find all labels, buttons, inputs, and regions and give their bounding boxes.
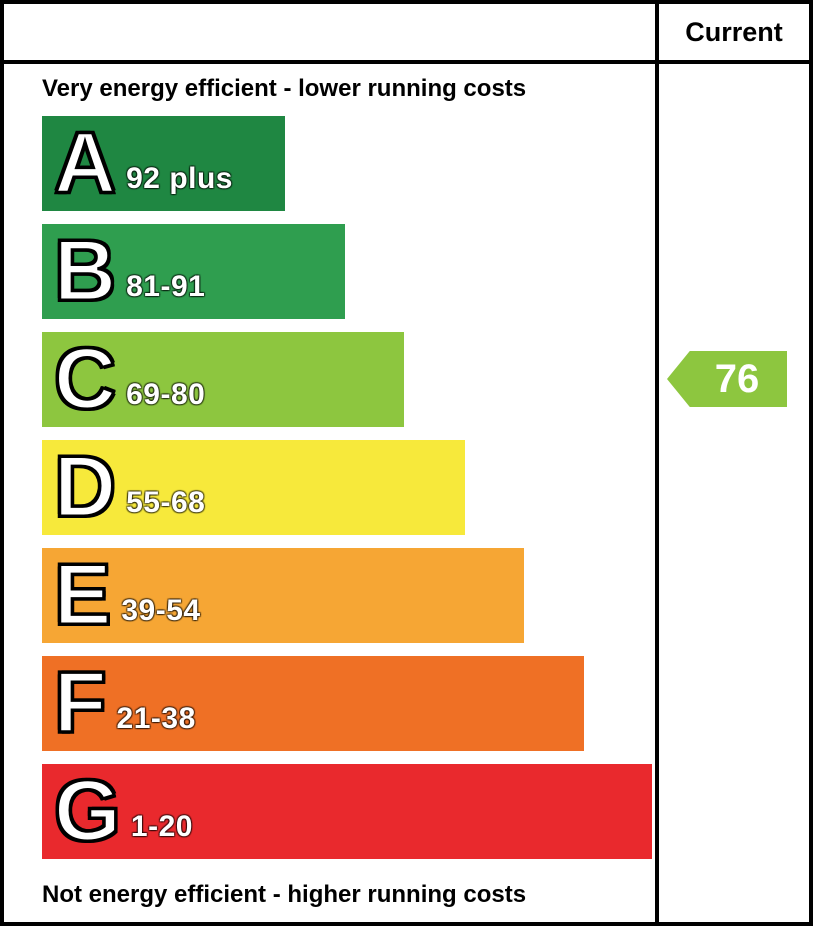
rating-scale-area: Very energy efficient - lower running co…: [4, 64, 659, 922]
band-d: D 55-68: [42, 440, 465, 535]
current-column-header: Current: [659, 4, 809, 64]
band-c: C 69-80: [42, 332, 404, 427]
current-rating-value: 76: [714, 357, 760, 401]
band-range: 1-20: [130, 809, 193, 843]
current-rating-arrow: 76: [667, 351, 787, 407]
band-letter: E: [52, 546, 112, 643]
band-range: 39-54: [121, 593, 201, 627]
band-list: A 92 plus B 81-91 C 69-80 D 55-68 E 39-54 F 21-38 G 1…: [42, 116, 655, 859]
band-letter: A: [52, 114, 117, 211]
current-rating-column: 76: [659, 64, 809, 922]
band-letter: D: [52, 438, 117, 535]
band-letter: F: [53, 654, 109, 751]
bottom-efficiency-label: Not energy efficient - higher running co…: [42, 881, 527, 908]
band-letter: B: [52, 222, 117, 319]
band-g: G 1-20: [42, 764, 652, 859]
band-range: 81-91: [126, 269, 206, 303]
top-efficiency-label: Very energy efficient - lower running co…: [42, 75, 527, 102]
band-range: 21-38: [116, 701, 196, 735]
band-b: B 81-91: [42, 224, 345, 319]
band-e: E 39-54: [42, 548, 524, 643]
band-letter: G: [53, 762, 123, 859]
band-range: 69-80: [126, 377, 206, 411]
header-spacer-cell: [4, 4, 659, 64]
band-a: A 92 plus: [42, 116, 285, 211]
band-range: 55-68: [126, 485, 206, 519]
band-letter: C: [52, 330, 117, 427]
band-range: 92 plus: [126, 161, 233, 195]
band-f: F 21-38: [42, 656, 584, 751]
